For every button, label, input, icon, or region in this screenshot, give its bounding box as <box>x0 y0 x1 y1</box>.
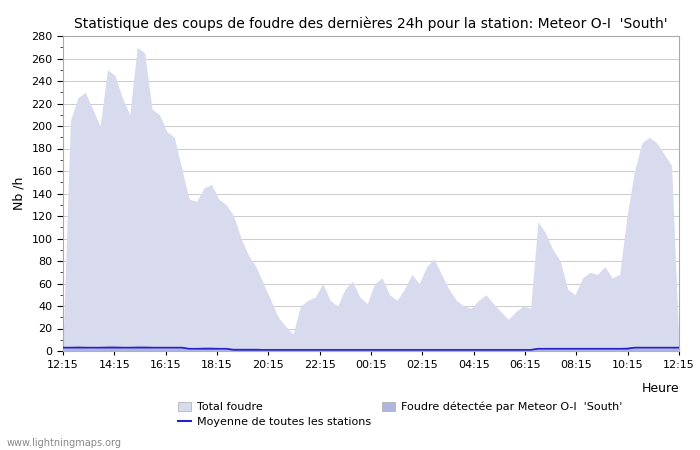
Y-axis label: Nb /h: Nb /h <box>13 177 26 210</box>
Title: Statistique des coups de foudre des dernières 24h pour la station: Meteor O-I  ': Statistique des coups de foudre des dern… <box>74 16 668 31</box>
Text: www.lightningmaps.org: www.lightningmaps.org <box>7 438 122 448</box>
Legend: Total foudre, Moyenne de toutes les stations, Foudre détectée par Meteor O-I  'S: Total foudre, Moyenne de toutes les stat… <box>174 397 626 432</box>
Text: Heure: Heure <box>641 382 679 396</box>
